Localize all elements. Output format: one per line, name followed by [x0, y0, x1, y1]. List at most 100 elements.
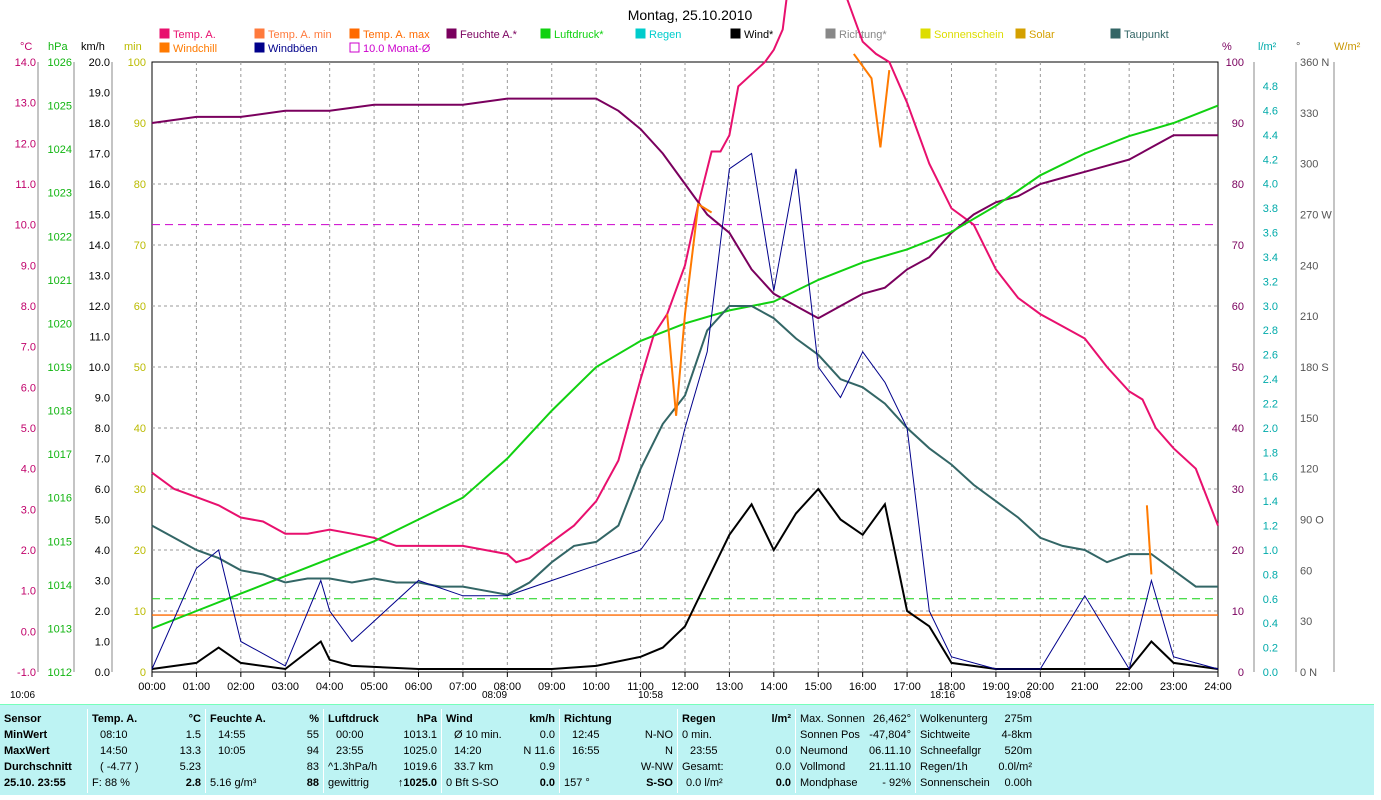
astro-label-0: Max. Sonnen [800, 713, 865, 725]
direction-tick: 60 [1300, 565, 1312, 577]
rain-tick: 0.0 [1263, 667, 1278, 679]
wind-tick: 15.0 [89, 210, 110, 222]
wind-tick: 18.0 [89, 118, 110, 130]
time-tick: 13:00 [716, 681, 744, 693]
temp-current-note: F: 88 % [92, 777, 130, 789]
direction-tick: 90 O [1300, 515, 1324, 527]
wind-tick: 12.0 [89, 301, 110, 313]
legend-label: Richtung* [839, 29, 887, 41]
legend-swatch [825, 28, 836, 39]
rain-tick: 0.4 [1263, 618, 1278, 630]
time-tick: 15:00 [804, 681, 832, 693]
direction-tick: 300 [1300, 159, 1318, 171]
astro-label-4: Mondphase [800, 777, 858, 789]
legend-swatch [446, 28, 457, 39]
unit-header: l/m² [1258, 41, 1277, 53]
time-tick: 19:00 [982, 681, 1010, 693]
minutes-tick: 60 [134, 301, 146, 313]
misc-value-3: 0.0l/m² [998, 761, 1032, 773]
temp-tick: 13.0 [15, 98, 36, 110]
misc-value-2: 520m [1004, 745, 1032, 757]
dir-header: Richtung [564, 713, 612, 725]
time-tick: 16:00 [849, 681, 877, 693]
time-tick: 18:00 [938, 681, 966, 693]
dir-value-2: N [665, 745, 673, 757]
direction-tick: 120 [1300, 464, 1318, 476]
astro-column: Max. Sonnen 26,462° Sonnen Pos -47,804° Ne… [796, 709, 916, 793]
misc-label-0: Wolkenunterg [920, 713, 988, 725]
stats-panel: Sensor MinWert MaxWert Durchschnitt 25.1… [0, 704, 1374, 795]
rain-tick: 1.4 [1263, 496, 1278, 508]
misc-column: Wolkenunterg 275m Sichtweite 4-8km Schneef… [916, 709, 1036, 793]
legend-swatch [1015, 28, 1026, 39]
wind-avg-label: Ø 10 min. [454, 729, 502, 741]
unit-headers: °C hPa km/h min% l/m² ° W/m² [20, 41, 1361, 53]
humidity-tick: 20 [1232, 545, 1244, 557]
legend-label: Temp. A. min [268, 29, 332, 41]
legend-swatch [1110, 28, 1121, 39]
legend-label: Windchill [173, 43, 217, 55]
rain-tick: 3.8 [1263, 203, 1278, 215]
wind-tick: 20.0 [89, 57, 110, 69]
unit-header: km/h [81, 41, 105, 53]
temp-max-value: 13.3 [179, 745, 201, 757]
sun-times-bar: 10:06 08:09 10:58 18:16 19:08 [0, 690, 1374, 704]
astro-value-3: 21.11.10 [868, 761, 911, 773]
unit-header: W/m² [1334, 41, 1361, 53]
hum-min-time: 14:55 [218, 729, 246, 741]
humidity-tick: 10 [1232, 606, 1244, 618]
press-trend: ^1.3hPa/h [328, 761, 378, 773]
hum-column: Feuchte A.% 14:55 55 10:05 94 83 5.16 g/m³… [206, 709, 324, 793]
pressure-tick: 1018 [48, 406, 72, 418]
time-tick: 22:00 [1115, 681, 1143, 693]
press-avg-value: 1019.6 [403, 761, 437, 773]
wind-beaufort: 0 Bft S-SO [446, 777, 499, 789]
rain-duration: 0 min. [682, 729, 712, 741]
rain-current-value: 0.0 [775, 777, 791, 789]
row-minwert: MinWert [4, 729, 48, 741]
legend-label: Solar [1029, 29, 1055, 41]
time-tick: 11:00 [627, 681, 654, 693]
humidity-tick: 60 [1232, 301, 1244, 313]
wind-tick: 2.0 [95, 606, 110, 618]
minutes-tick: 100 [128, 57, 146, 69]
temp-tick: 0.0 [21, 626, 36, 638]
humidity-tick: 100 [1226, 57, 1244, 69]
pressure-tick: 1013 [48, 623, 72, 635]
astro-value-0: 26,462° [872, 713, 911, 725]
rain-tick: 3.6 [1263, 228, 1278, 240]
time-tick: 12:00 [671, 681, 699, 693]
temp-column: Temp. A. °C 08:10 1.5 14:50 13.3 ( -4.77 ) 5… [88, 709, 206, 793]
dir-value-3: W-NW [640, 761, 673, 773]
pressure-tick: 1026 [48, 57, 72, 69]
direction-tick: 0 N [1300, 667, 1317, 679]
hum-current-note: 5.16 g/m³ [210, 777, 257, 789]
unit-header: min [124, 41, 142, 53]
wind-column: Wind km/h Ø 10 min. 0.0 14:20 N 11.6 33.7 k… [442, 709, 560, 793]
rain-column: Regen l/m² 0 min. 23:55 0.0 Gesamt: 0.0 0.0… [678, 709, 796, 793]
direction-tick: 240 [1300, 260, 1318, 272]
press-current-value: ↑1025.0 [397, 777, 437, 789]
astro-label-2: Neumond [800, 745, 848, 757]
wind-tick: 14.0 [89, 240, 110, 252]
rain-header: Regen [682, 713, 716, 725]
series-windchill [1145, 505, 1153, 575]
temp-tick: 5.0 [21, 423, 36, 435]
temp-min-time: 08:10 [100, 729, 128, 741]
dir-value-1: N-NO [644, 729, 673, 741]
temp-tick: 4.0 [21, 464, 36, 476]
rain-total-label: Gesamt: [682, 761, 724, 773]
rain-unit: l/m² [771, 713, 791, 725]
wind-tick: 11.0 [89, 332, 110, 344]
legend-swatch [920, 28, 931, 39]
dir-time-1: 12:45 [572, 729, 600, 741]
time-tick: 24:00 [1204, 681, 1232, 693]
time-tick: 14:00 [760, 681, 788, 693]
humidity-tick: 50 [1232, 362, 1244, 374]
pressure-tick: 1017 [48, 449, 72, 461]
row-durchschnitt: Durchschnitt [4, 761, 72, 773]
legend-label: Regen [649, 29, 681, 41]
temp-header: Temp. A. [92, 713, 138, 725]
time-tick: 04:00 [316, 681, 344, 693]
pressure-tick: 1025 [48, 101, 72, 113]
